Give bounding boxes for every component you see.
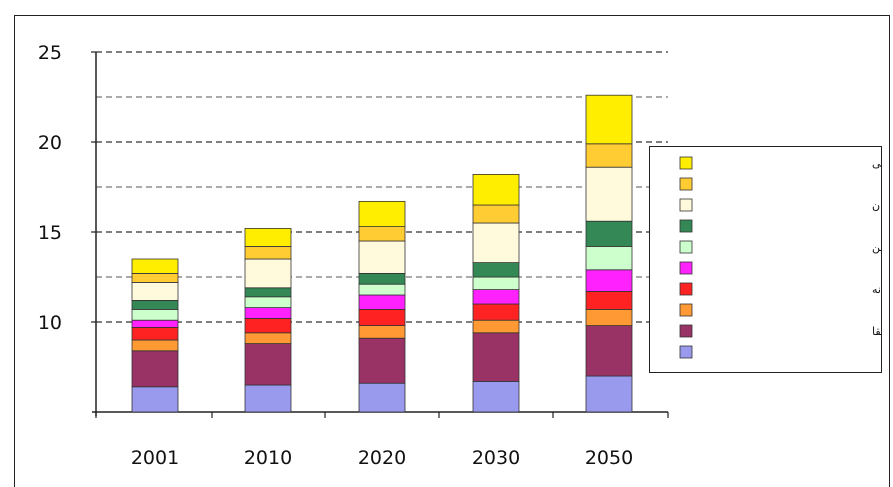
bar-segment [358,294,406,310]
bar-segment [131,281,179,301]
bar-segment [472,289,520,305]
legend-label: جمهوری خلق چین [872,241,881,255]
bar-segment [244,287,292,298]
bar-segment [472,380,520,413]
bar-segment [358,325,406,339]
legend-swatch [679,198,693,212]
bar-segment [585,94,633,145]
legend-swatch [679,177,693,191]
bar-segment [244,332,292,344]
bar-segment [131,386,179,413]
x-tick-label: 2030 [472,447,520,469]
legend-label: سایر کشورهای آسیایی [872,156,881,170]
x-tick-label: 2010 [244,447,292,469]
bar-segment [358,308,406,326]
bar-stack-2030 [472,173,520,413]
bar-segment [358,283,406,296]
bar-segment [585,220,633,247]
legend-swatch [679,282,693,296]
bar-segment [358,382,406,413]
legend: سایر کشورهای آسیایی هندوستان جمهوری خلق چی… [649,146,893,373]
bar-segment [472,204,520,224]
bar-segment [358,240,406,274]
y-tick-label: 15 [38,222,62,244]
bar-stack-2050 [585,94,633,413]
legend-swatch [679,324,693,338]
bar-segment [358,337,406,384]
legend-label: خاور میانه [872,283,881,296]
bar-segment [244,258,292,289]
bar-segment [585,375,633,413]
bar-segment [244,384,292,413]
bar-segment [131,339,179,352]
bar-segment [585,166,633,222]
bar-segment [131,350,179,388]
legend-swatch [679,219,693,233]
legend-swatch [679,240,693,254]
bar-segment [244,343,292,386]
bar-stack-2010 [244,227,292,413]
bar-segment [472,173,520,206]
bar-segment [131,308,179,321]
y-tick-label: 20 [38,132,62,154]
legend-label: آفریقا [872,324,881,338]
bar-segment [585,143,633,168]
bar-segment [472,222,520,263]
bar-segment [131,258,179,274]
bar-segment [472,303,520,321]
bar-segment [472,276,520,291]
x-axis-ticks: 2001 2010 2020 2030 2050 [95,412,669,469]
bar-segment [358,272,406,285]
y-tick-label: 10 [38,312,62,334]
bar-segment [585,290,633,310]
bar-segment [131,272,179,283]
bar-segment [131,299,179,310]
chart-frame [14,15,890,487]
bar-segment [472,262,520,278]
y-axis-ticks: 10 15 20 25 [38,42,96,334]
bar-segment [131,326,179,341]
bar-segment [244,245,292,260]
bar-segment [244,296,292,308]
x-tick-label: 2050 [585,447,633,469]
bar-segment [472,319,520,334]
x-tick-label: 2001 [131,447,179,469]
bar-segment [585,308,633,326]
legend-label: هندوستان [872,199,881,212]
bar-segment [244,317,292,334]
bar-stack-2001 [131,258,179,413]
legend-swatch [679,345,693,359]
bar-segment [585,325,633,377]
legend-swatch [679,261,693,275]
legend-swatch [679,156,693,170]
bar-segment [244,307,292,319]
bar-stacks [131,94,633,413]
bar-segment [472,332,520,382]
bar-segment [585,269,633,292]
bar-segment [358,200,406,227]
legend-swatch [679,303,693,317]
bar-segment [585,245,633,271]
y-tick-label: 25 [38,42,62,64]
legend-items: سایر کشورهای آسیایی هندوستان جمهوری خلق چی… [679,156,893,359]
bar-segment [358,226,406,242]
x-tick-label: 2020 [358,447,406,469]
bar-segment [131,319,179,328]
bar-stack-2020 [358,200,406,413]
bar-segment [244,227,292,247]
